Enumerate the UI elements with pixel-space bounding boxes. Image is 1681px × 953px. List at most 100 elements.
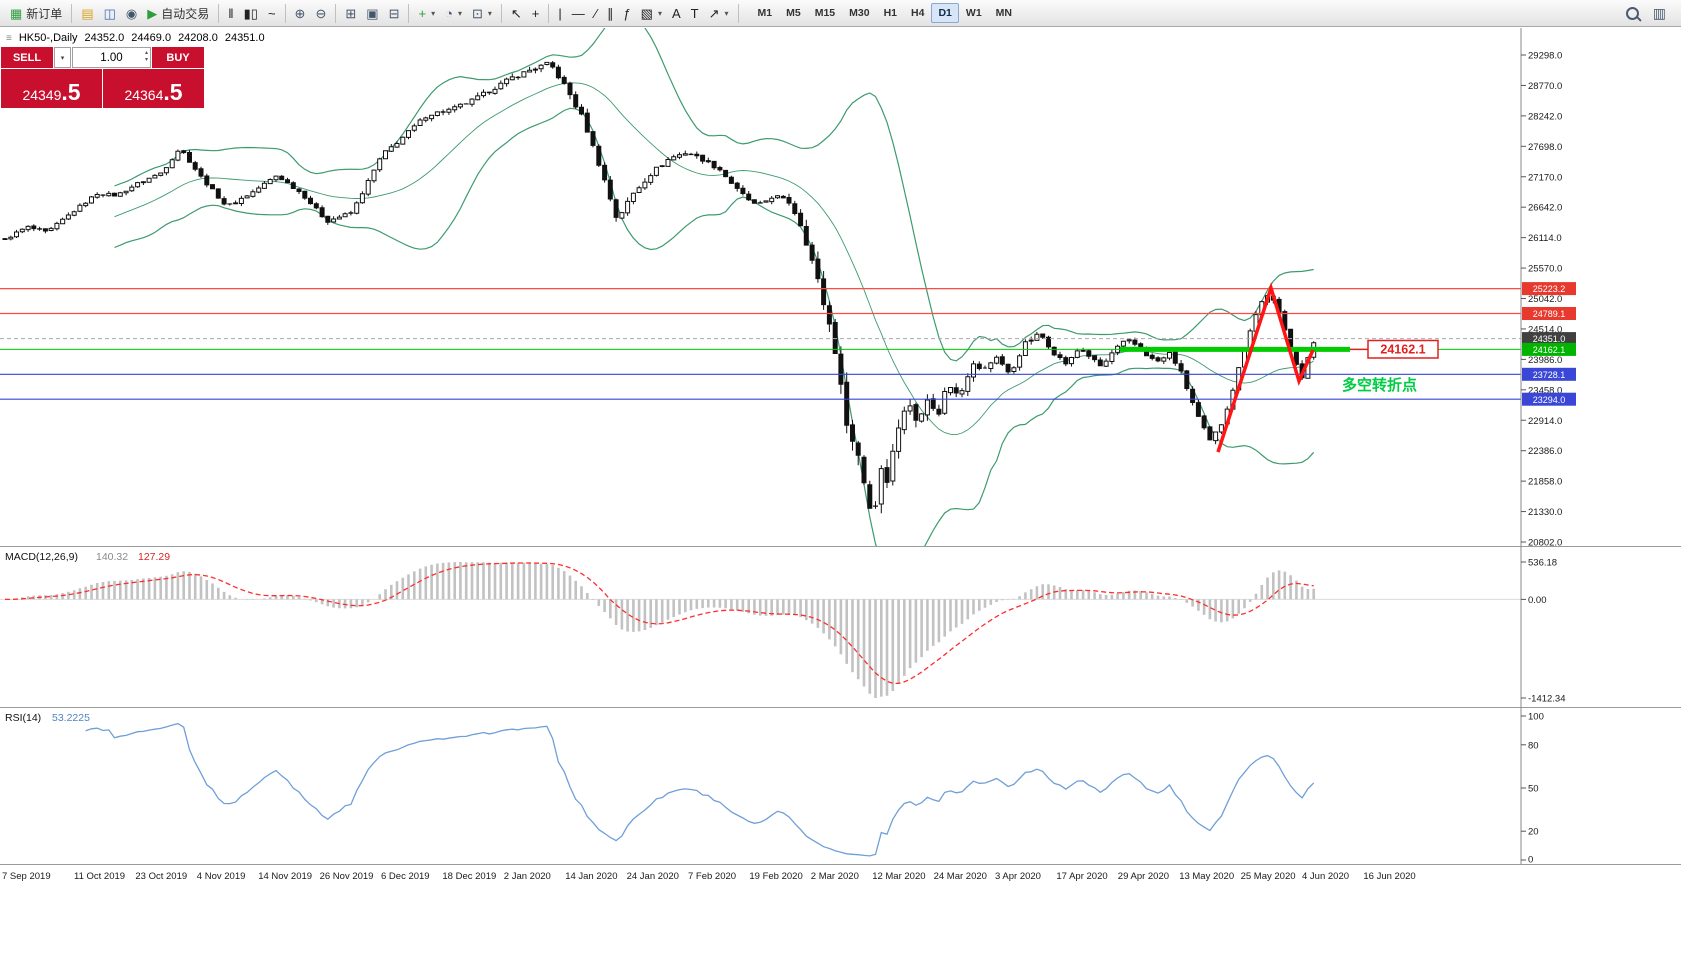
date-label: 25 May 2020 [1240, 871, 1296, 882]
stepper-down-icon[interactable]: ▾ [144, 56, 148, 63]
arrange-windows-icon: ⊟ [388, 5, 400, 21]
sell-label: SELL [12, 51, 42, 64]
line-chart-icon: ~ [267, 5, 276, 21]
price-badge-current: 24351.0 [1522, 332, 1576, 346]
cursor-button[interactable]: ↖ [506, 3, 527, 24]
timeframe-button-m1[interactable]: M1 [751, 3, 780, 23]
rsi-level-label: 0 [1528, 855, 1533, 865]
order-type-dropdown[interactable]: ▾ [54, 47, 71, 68]
tile-windows-icon: ⊞ [345, 5, 357, 21]
zigzag-annotation[interactable] [1216, 282, 1315, 453]
trendline-icon: ∕ [594, 5, 597, 21]
macd-label: MACD(12,26,9) [5, 551, 78, 563]
charts-button[interactable]: ▤ [76, 3, 98, 24]
line-chart-button[interactable]: ~ [263, 3, 281, 24]
fibonacci-icon: ƒ [623, 5, 631, 21]
y-axis-tick-label: 28242.0 [1528, 111, 1562, 122]
sell-price-box[interactable]: 24349 .5 [1, 69, 102, 108]
y-axis-tick-label: 23458.0 [1528, 385, 1562, 396]
autotrading-play-icon: ▶ [147, 5, 158, 21]
channel-button[interactable]: ∥ [602, 3, 619, 24]
crosshair-button[interactable]: + [527, 3, 545, 24]
macd-signal-line [5, 562, 1314, 685]
text-label-button[interactable]: T [686, 3, 704, 24]
buy-price-big: .5 [163, 79, 183, 106]
periods-clock-icon: ◔ [445, 5, 453, 21]
price-axis[interactable]: 29298.0 28770.0 28242.0 27698.0 27170.0 26642… [1521, 51, 1562, 547]
macd-value-main: 140.32 [96, 551, 128, 563]
bar-chart-button[interactable]: ‖ [223, 3, 238, 24]
svg-text:23728.1: 23728.1 [1533, 370, 1566, 380]
timeframe-button-m5[interactable]: M5 [779, 3, 808, 23]
fibonacci-button[interactable]: ƒ [618, 3, 635, 24]
timeframe-button-w1[interactable]: W1 [959, 3, 989, 23]
timeframe-button-d1[interactable]: D1 [931, 3, 959, 23]
grip-icon: ≡ [6, 32, 12, 44]
vertical-line-button[interactable]: | [553, 3, 566, 24]
horizontal-line-button[interactable]: — [567, 3, 590, 24]
main-chart[interactable]: 24162.1 多空转折点 29298.0 28770.0 28242.0 27698… [0, 28, 1681, 546]
sell-price-big: .5 [61, 79, 81, 106]
timeframe-button-h4[interactable]: H4 [904, 3, 931, 23]
ohlc-low: 24208.0 [178, 32, 218, 44]
candlestick-chart-button[interactable]: ▮▯ [239, 3, 263, 24]
zoom-in-button[interactable]: ⊕ [290, 3, 311, 24]
arrange-windows-button[interactable]: ⊟ [384, 3, 405, 24]
date-label: 19 Feb 2020 [749, 871, 803, 882]
y-axis-tick-label: 24514.0 [1528, 324, 1562, 335]
search-icon[interactable] [1625, 6, 1639, 20]
arrows-button[interactable]: ↗ ▾ [704, 3, 734, 24]
indicators-icon: + [418, 5, 427, 21]
trendline-button[interactable]: ∕ [590, 3, 602, 24]
new-order-label: 新订单 [26, 6, 63, 21]
cascade-windows-button[interactable]: ▣ [361, 3, 383, 24]
timeframe-button-m30[interactable]: M30 [842, 3, 876, 23]
templates-button[interactable]: ⊡ ▾ [467, 3, 497, 24]
callout-box[interactable] [1367, 339, 1439, 359]
chevron-down-icon: ▾ [487, 8, 492, 18]
buy-button[interactable]: BUY [152, 47, 204, 68]
stepper-up-icon[interactable]: ▴ [144, 50, 148, 56]
rsi-line [85, 722, 1315, 857]
toolbar-right: ▥ [1625, 4, 1676, 22]
text-button[interactable]: A [667, 3, 686, 24]
new-order-button[interactable]: ▦ 新订单 [5, 3, 67, 24]
date-label: 3 Apr 2020 [995, 871, 1041, 882]
date-label: 7 Sep 2019 [2, 871, 51, 882]
svg-text:25223.2: 25223.2 [1533, 284, 1566, 294]
timeframe-button-m15[interactable]: M15 [808, 3, 842, 23]
timeframe-button-h1[interactable]: H1 [877, 3, 904, 23]
bull-candle-bodies [2, 61, 1317, 507]
volume-stepper[interactable]: ▴ ▾ [145, 50, 148, 64]
bear-candle-bodies [31, 62, 1305, 509]
indicators-button[interactable]: + ▾ [413, 3, 440, 24]
rsi-value: 53.2225 [52, 712, 90, 724]
autotrading-button[interactable]: ▶ 自动交易 [142, 3, 214, 24]
navigator-button[interactable]: ◫ [99, 3, 121, 24]
shapes-icon: ▧ [640, 5, 653, 21]
price-badge-pivot: 24162.1 [1522, 342, 1576, 356]
toolbar-divider [218, 3, 220, 23]
rsi-panel[interactable]: RSI(14) 53.2225 100 80 50 20 0 [0, 707, 1681, 864]
periods-button[interactable]: ◔ ▾ [440, 3, 467, 24]
macd-panel[interactable]: MACD(12,26,9) 140.32 127.29 536.18 0.00 … [0, 546, 1681, 707]
shapes-button[interactable]: ▧ ▾ [636, 3, 667, 24]
volume-input[interactable]: 1.00 ▴ ▾ [72, 47, 151, 68]
date-label: 12 Mar 2020 [872, 871, 926, 882]
layout-panels-icon[interactable]: ▥ [1652, 4, 1666, 21]
buy-price-box[interactable]: 24364 .5 [103, 69, 204, 108]
tile-windows-button[interactable]: ⊞ [340, 3, 361, 24]
y-axis-tick-label: 21330.0 [1528, 507, 1562, 518]
date-axis[interactable]: 7 Sep 2019 11 Oct 2019 23 Oct 2019 4 Nov 20… [0, 864, 1681, 890]
expert-advisors-button[interactable]: ◉ [121, 3, 142, 24]
chevron-down-icon: ▾ [457, 8, 462, 18]
chevron-down-icon: ▾ [60, 54, 65, 62]
timeframe-button-mn[interactable]: MN [989, 3, 1019, 23]
date-label: 13 May 2020 [1179, 871, 1235, 882]
horizontal-line-icon: — [571, 5, 585, 21]
sell-button[interactable]: SELL [1, 47, 53, 68]
vertical-line-icon: | [558, 5, 562, 21]
rsi-level-label: 20 [1528, 827, 1539, 838]
zoom-out-button[interactable]: ⊖ [310, 3, 331, 24]
